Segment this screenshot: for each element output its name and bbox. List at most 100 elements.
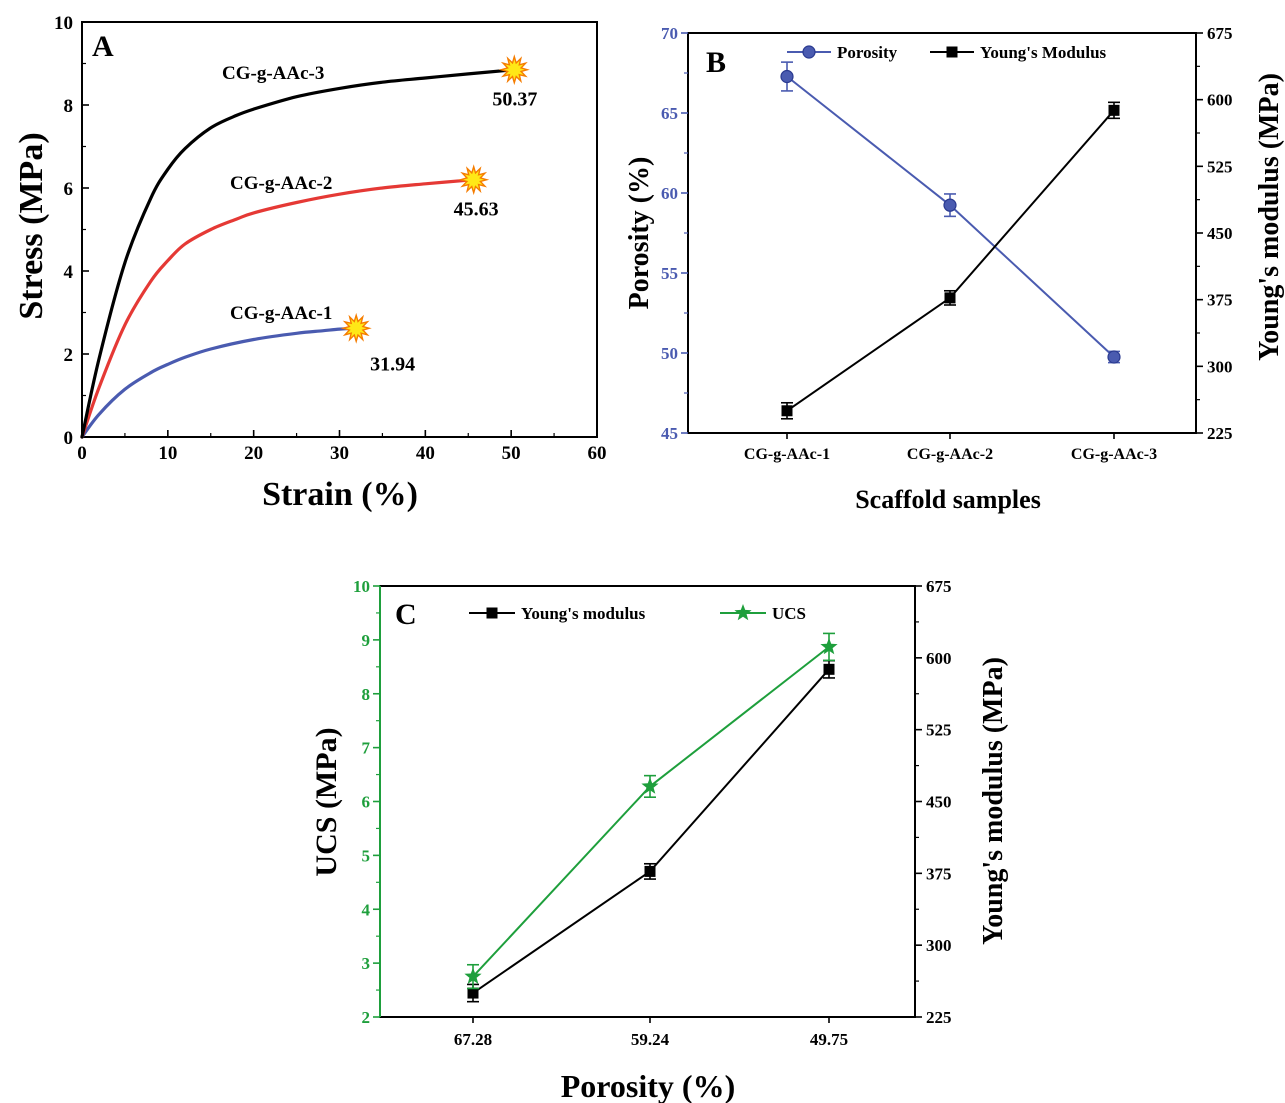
panel-b-y-right-tick-label: 300	[1207, 357, 1233, 376]
panel-b-x-tick-label: CG-g-AAc-1	[744, 446, 830, 463]
panel-c-y-right-tick-label: 525	[926, 721, 952, 740]
panel-c-y-left-tick-label: 5	[362, 846, 371, 865]
panel-c-y-left-tick-label: 8	[362, 685, 371, 704]
panel-b-x-tick-label: CG-g-AAc-2	[907, 446, 993, 463]
panel-b-line-square	[786, 109, 1115, 412]
panel-a-y-tick-label: 4	[64, 262, 74, 283]
panel-c-x-tick-label: 59.24	[631, 1030, 670, 1049]
panel-b-y-left-tick-label: 70	[661, 24, 678, 43]
panel-a-fracture-burst-icon	[498, 54, 530, 86]
panel-c-marker-star	[464, 967, 482, 984]
panel-a-x-tick-label: 30	[330, 443, 349, 464]
panel-b-marker-square	[781, 405, 793, 417]
panel-c-y-left-tick-label: 7	[362, 739, 371, 758]
panel-a-x-tick-label: 50	[502, 443, 521, 464]
panel-b-marker-circle	[1107, 350, 1121, 364]
panel-a-x-tick-label: 20	[244, 443, 263, 464]
panel-b-y-right-tick-label: 525	[1207, 157, 1233, 176]
panel-c-y-left-tick-label: 10	[353, 577, 370, 596]
panel-a-x-tick-label: 0	[77, 443, 87, 464]
panel-b-y-right-tick-label: 600	[1207, 91, 1233, 110]
panel-b-y-left-tick-label: 50	[661, 344, 678, 363]
panel-b-y-left-label: Porosity (%)	[624, 157, 655, 310]
panel-b-y-right-tick-label: 375	[1207, 291, 1233, 310]
panel-c-y-left-tick-label: 2	[362, 1008, 371, 1027]
panel-a-y-tick-label: 2	[64, 345, 74, 366]
panel-b-marker-square	[1108, 104, 1120, 116]
panel-c-y-left-tick-label: 9	[362, 631, 371, 650]
panel-b-legend-marker	[802, 45, 816, 59]
panel-a-series-label: CG-g-AAc-3	[222, 63, 324, 84]
panel-b-y-right-label: Young's modulus (MPa)	[1254, 73, 1285, 361]
panel-a-y-label: Stress (MPa)	[13, 132, 50, 319]
panel-a-x-tick-label: 40	[416, 443, 435, 464]
panel-b-x-tick-label: CG-g-AAc-3	[1071, 446, 1157, 463]
panel-a-fracture-strain-label: 31.94	[370, 353, 415, 375]
panel-b-marker-circle	[780, 69, 794, 84]
panel-c-ucs-modulus: C Porosity (%) UCS (MPa) Young's modulus…	[310, 577, 1009, 1103]
panel-a-stress-strain: A Strain (%) Stress (MPa) 0 10 20 30 40 50 60 0…	[13, 13, 607, 513]
panel-a-x-tick-label: 60	[588, 443, 607, 464]
panel-a-series-label: CG-g-AAc-1	[230, 303, 332, 324]
panel-a-curve-cg-g-aac-3	[80, 68, 516, 439]
panel-c-marker-square	[467, 987, 479, 999]
panel-b-legend-marker	[946, 46, 958, 58]
panel-a-curve-cg-g-aac-1	[80, 326, 358, 439]
panel-b-letter: B	[706, 46, 726, 79]
panel-c-line-square	[472, 668, 830, 994]
panel-c-y-right-tick-label: 300	[926, 936, 952, 955]
panel-c-frame	[379, 585, 916, 1018]
panel-b-marker-circle	[943, 198, 957, 212]
panel-c-legend-label: UCS	[772, 604, 806, 623]
panel-c-legend-label: Young's modulus	[521, 604, 646, 623]
panel-a-y-tick-label: 0	[64, 428, 74, 449]
panel-b-y-left-tick-label: 65	[661, 104, 678, 123]
panel-b-legend-label: Porosity	[837, 43, 898, 62]
panel-a-frame	[81, 21, 598, 438]
panel-c-marker-star	[641, 777, 659, 794]
panel-c-x-tick-label: 49.75	[810, 1030, 848, 1049]
panel-c-y-left-label: UCS (MPa)	[310, 727, 343, 876]
panel-a-y-tick-label: 8	[64, 96, 74, 117]
panel-a-curve-cg-g-aac-2	[80, 178, 476, 439]
panel-a-y-tick-label: 6	[64, 179, 74, 200]
panel-b-y-left-tick-label: 60	[661, 184, 678, 203]
panel-c-y-right-tick-label: 675	[926, 577, 952, 596]
panel-c-legend-marker	[486, 607, 498, 619]
panel-b-y-left-tick-label: 55	[661, 264, 678, 283]
panel-b-legend-label: Young's Modulus	[980, 43, 1107, 62]
panel-a-letter: A	[92, 30, 114, 63]
panel-a-fracture-burst-icon	[340, 312, 372, 344]
panel-c-y-right-label: Young's modulus (MPa)	[978, 657, 1009, 945]
panel-b-y-right-tick-label: 675	[1207, 24, 1233, 43]
panel-c-marker-star	[820, 637, 838, 655]
panel-c-marker-square	[644, 865, 656, 877]
panel-b-y-right-tick-label: 450	[1207, 224, 1233, 243]
panel-b-marker-square	[944, 292, 956, 304]
panel-c-x-tick-label: 67.28	[454, 1030, 492, 1049]
panel-c-y-right-tick-label: 600	[926, 649, 952, 668]
panel-b-y-left-tick-label: 45	[661, 424, 678, 443]
panel-c-y-right-tick-label: 225	[926, 1008, 952, 1027]
panel-a-series-label: CG-g-AAc-2	[230, 173, 332, 194]
panel-c-line-star	[472, 646, 830, 978]
panel-c-y-right-tick-label: 450	[926, 793, 952, 812]
panel-a-fracture-burst-icon	[458, 164, 490, 196]
panel-a-fracture-strain-label: 50.37	[492, 89, 537, 111]
panel-c-y-right-tick-label: 375	[926, 864, 952, 883]
panel-c-y-left-tick-label: 6	[362, 793, 371, 812]
panel-a-x-tick-label: 10	[158, 443, 177, 464]
panel-c-marker-square	[823, 663, 835, 675]
panel-c-y-left-tick-label: 4	[362, 900, 371, 919]
panel-c-legend-marker	[734, 604, 752, 621]
panel-a-fracture-strain-label: 45.63	[454, 199, 499, 221]
panel-c-y-left-tick-label: 3	[362, 954, 371, 973]
panel-a-y-tick-label: 10	[54, 13, 73, 34]
panel-a-x-label: Strain (%)	[262, 476, 418, 513]
panel-b-porosity-modulus: B Scaffold samples Porosity (%) Young's …	[624, 24, 1285, 514]
panel-b-frame	[687, 32, 1197, 434]
panel-c-letter: C	[395, 598, 417, 631]
panel-b-y-right-tick-label: 225	[1207, 424, 1233, 443]
panel-b-x-label: Scaffold samples	[855, 485, 1041, 514]
